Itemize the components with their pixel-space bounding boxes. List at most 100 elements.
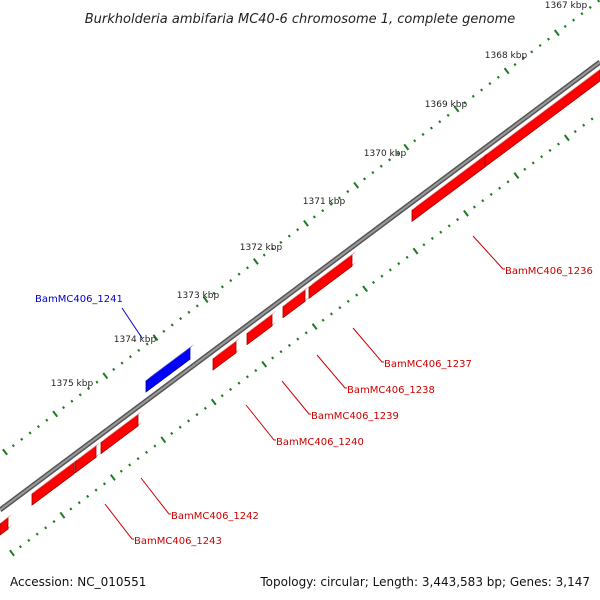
- tick-dot: [446, 113, 450, 117]
- tick-dot: [137, 348, 141, 352]
- tick-dot: [27, 538, 31, 542]
- tick-dot: [429, 126, 433, 130]
- tick-dot: [403, 143, 410, 151]
- tick-dot: [20, 437, 24, 441]
- tick-dot: [86, 494, 90, 498]
- gene-block[interactable]: [246, 310, 276, 346]
- tick-dot: [388, 268, 392, 272]
- tick-dot: [28, 431, 32, 435]
- gene-label[interactable]: BamMC406_1236: [505, 266, 593, 277]
- gene-block[interactable]: [282, 286, 309, 319]
- tick-dot: [237, 381, 241, 385]
- tick-dot: [396, 151, 400, 156]
- tick-dot: [546, 37, 550, 41]
- kbp-label: 1369 kbp: [425, 100, 468, 110]
- tick-dot: [521, 56, 525, 60]
- tick-dot: [582, 123, 586, 127]
- tick-dot: [35, 532, 39, 536]
- tick-dot: [346, 299, 350, 303]
- gene-block[interactable]: [411, 151, 489, 223]
- tick-dot: [573, 129, 577, 134]
- tick-dot: [430, 236, 434, 241]
- gene-leader-line: [104, 503, 134, 540]
- tick-dot: [170, 323, 174, 327]
- tick-dot: [195, 304, 199, 308]
- tick-dot: [87, 386, 91, 391]
- gene-block[interactable]: [212, 337, 240, 371]
- tick-dot: [530, 50, 534, 54]
- tick-dot: [271, 356, 275, 360]
- tick-dot: [472, 205, 476, 209]
- tick-dot: [397, 262, 401, 266]
- tick-dot: [422, 243, 426, 247]
- tick-dot: [179, 317, 183, 321]
- gene-label[interactable]: BamMC406_1240: [276, 437, 364, 448]
- tick-dot: [362, 285, 368, 293]
- tick-dot: [463, 209, 469, 217]
- gene-label[interactable]: BamMC406_1238: [347, 385, 435, 396]
- gene-label[interactable]: BamMC406_1243: [134, 536, 222, 547]
- tick-dot: [371, 280, 376, 285]
- tick-dot: [353, 181, 360, 189]
- tick-dot: [363, 177, 367, 181]
- tick-dot: [388, 158, 392, 162]
- gene-label[interactable]: BamMC406_1237: [384, 359, 472, 370]
- tick-dot: [77, 501, 81, 505]
- tick-dot: [337, 196, 341, 200]
- tick-dot: [271, 247, 275, 251]
- tick-dot: [52, 410, 59, 418]
- tick-dot: [412, 247, 419, 255]
- tick-dot: [312, 215, 316, 219]
- tick-dot: [513, 172, 520, 179]
- tick-dot: [304, 331, 308, 335]
- gene-block[interactable]: [484, 66, 600, 168]
- gene-label[interactable]: BamMC406_1241: [35, 294, 123, 305]
- tick-dot: [145, 342, 149, 346]
- tick-dot: [597, 0, 600, 3]
- tick-dot: [563, 134, 570, 142]
- tick-dot: [540, 155, 544, 159]
- gene-block[interactable]: [308, 251, 356, 300]
- tick-dot: [338, 306, 342, 310]
- tick-dot: [152, 334, 159, 342]
- tick-dot: [245, 375, 249, 379]
- tick-dot: [531, 161, 535, 165]
- tick-dot: [503, 67, 510, 75]
- tick-dot: [94, 488, 98, 492]
- tick-dot: [162, 329, 166, 333]
- gene-label[interactable]: BamMC406_1239: [311, 411, 399, 422]
- kbp-label: 1372 kbp: [240, 243, 283, 253]
- tick-dot: [556, 142, 560, 146]
- gene-block-reverse[interactable]: [145, 344, 194, 393]
- tick-dot: [498, 186, 502, 190]
- tick-dot: [237, 272, 241, 276]
- gene-leader-line: [316, 354, 347, 389]
- tick-dot: [355, 293, 359, 297]
- gene-label[interactable]: BamMC406_1242: [171, 511, 259, 522]
- gene-block[interactable]: [74, 442, 100, 474]
- tick-dot: [311, 323, 318, 330]
- tick-dot: [380, 274, 384, 278]
- tick-dot: [421, 132, 425, 136]
- tick-dot: [70, 399, 74, 403]
- tick-dot: [488, 82, 492, 86]
- backbone: [0, 59, 600, 513]
- tick-dot: [405, 255, 409, 259]
- tick-dot: [447, 224, 451, 228]
- tick-dot: [229, 387, 233, 391]
- summary-text: Topology: circular; Length: 3,443,583 bp…: [259, 575, 590, 589]
- tick-dot: [590, 117, 594, 121]
- tick-dot: [262, 253, 266, 257]
- tick-dots-layer: [2, 0, 600, 557]
- tick-dot: [112, 367, 116, 371]
- tick-dot: [102, 372, 109, 380]
- gene-block[interactable]: [0, 514, 12, 536]
- tick-dot: [439, 230, 443, 234]
- tick-dot: [178, 425, 182, 429]
- gene-block[interactable]: [31, 458, 78, 506]
- gene-block[interactable]: [100, 410, 142, 455]
- tick-dot: [463, 101, 467, 105]
- tick-dot: [321, 209, 325, 213]
- tick-dot: [548, 148, 552, 152]
- tick-dot: [202, 296, 209, 303]
